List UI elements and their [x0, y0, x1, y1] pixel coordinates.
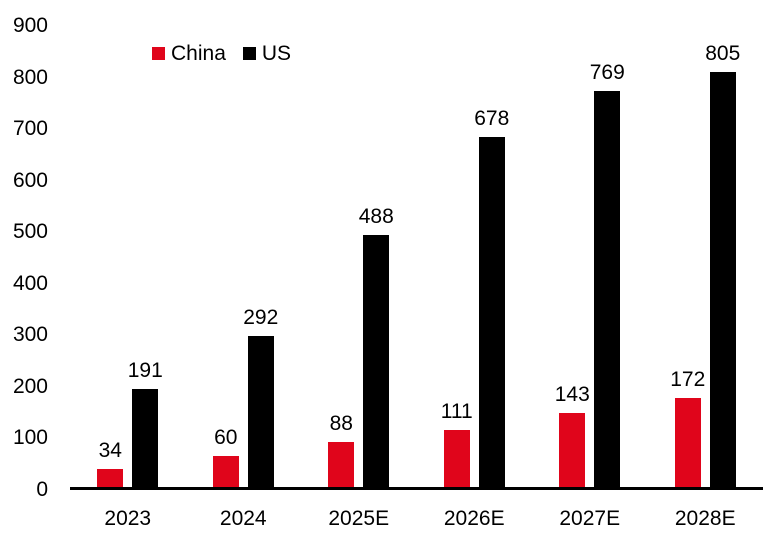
us-bar-wrap: 769 — [590, 61, 625, 487]
legend-label: China — [171, 42, 226, 65]
bar-group-2027e: 143 769 — [532, 26, 648, 487]
legend: China US — [152, 43, 291, 64]
us-bar — [247, 336, 274, 487]
bar-group-2026e: 111 678 — [417, 26, 533, 487]
us-bar — [594, 90, 621, 487]
y-tick-label: 200 — [12, 374, 48, 398]
china-bar-wrap: 60 — [212, 427, 239, 487]
china-bar — [674, 398, 701, 487]
us-bar-wrap: 191 — [128, 359, 163, 487]
us-bar-wrap: 292 — [243, 307, 278, 487]
legend-item-us: US — [242, 42, 292, 65]
x-tick-label: 2026E — [443, 507, 505, 530]
x-tick-label: 2025E — [328, 507, 390, 530]
china-bar-wrap: 34 — [97, 440, 124, 487]
y-tick-label: 100 — [12, 426, 48, 450]
us-swatch-icon — [242, 47, 256, 60]
legend-item-china: China — [152, 43, 226, 64]
china-bar — [559, 413, 586, 487]
us-value-label: 769 — [589, 60, 625, 84]
y-tick-label: 300 — [12, 323, 48, 347]
y-tick-label: 800 — [12, 65, 48, 89]
plot-area: 34 191 60 292 88 488 111 678 143 769 172 805 — [70, 26, 763, 490]
us-bar-wrap: 488 — [359, 206, 394, 487]
china-bar-wrap: 111 — [441, 400, 473, 487]
y-tick-label: 700 — [12, 117, 48, 141]
x-axis-labels: 2023 2024 2025E 2026E 2027E 2028E — [70, 506, 763, 532]
bar-group-2023: 34 191 — [70, 26, 186, 487]
china-value-label: 88 — [329, 411, 353, 435]
us-value-label: 678 — [474, 107, 510, 131]
china-bar-wrap: 88 — [328, 412, 355, 487]
y-tick-label: 900 — [12, 14, 48, 37]
y-tick-label: 400 — [12, 271, 48, 295]
china-value-label: 60 — [214, 426, 238, 450]
us-value-label: 488 — [358, 205, 394, 229]
us-bar — [709, 71, 736, 487]
y-tick-label: 500 — [12, 220, 48, 244]
china-value-label: 111 — [440, 399, 473, 423]
x-tick-label: 2027E — [559, 507, 621, 530]
y-tick-label: 600 — [12, 168, 48, 192]
china-bar — [443, 429, 470, 487]
us-bar-wrap: 678 — [474, 108, 509, 487]
y-tick-label: 0 — [36, 478, 48, 501]
x-tick-label: 2024 — [219, 507, 267, 530]
us-bar — [478, 137, 505, 487]
china-bar — [97, 469, 124, 487]
us-value-label: 292 — [243, 306, 279, 330]
bar-group-2028e: 172 805 — [648, 26, 764, 487]
china-bar — [212, 456, 239, 487]
us-value-label: 805 — [705, 41, 741, 65]
bar-group-2025e: 88 488 — [301, 26, 417, 487]
x-tick-label: 2023 — [104, 507, 152, 530]
china-bar-wrap: 172 — [670, 369, 705, 487]
china-value-label: 34 — [98, 439, 122, 463]
legend-label: US — [261, 42, 292, 65]
bar-group-2024: 60 292 — [186, 26, 302, 487]
china-bar — [328, 441, 355, 487]
us-value-label: 191 — [127, 358, 163, 382]
china-bar-wrap: 143 — [555, 384, 590, 487]
china-value-label: 172 — [670, 368, 706, 392]
china-value-label: 143 — [554, 383, 590, 407]
y-axis: 0 100 200 300 400 500 600 700 800 900 — [0, 0, 48, 545]
china-swatch-icon — [152, 47, 165, 60]
us-bar — [132, 388, 159, 487]
us-bar — [363, 235, 390, 487]
us-bar-wrap: 805 — [705, 42, 740, 487]
x-tick-label: 2028E — [674, 507, 736, 530]
